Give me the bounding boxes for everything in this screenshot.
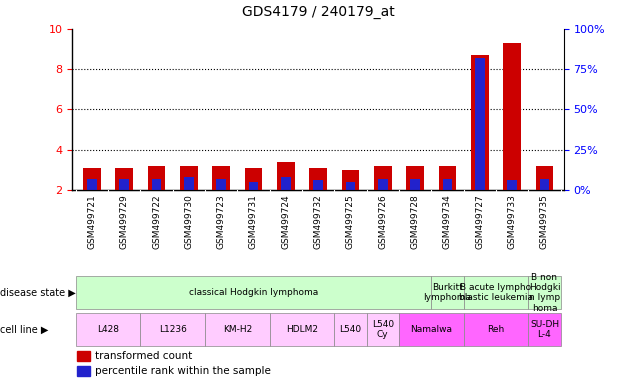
Bar xyxy=(399,313,464,346)
Bar xyxy=(281,177,290,190)
Bar xyxy=(346,182,355,190)
Bar xyxy=(536,166,553,190)
Text: GSM499723: GSM499723 xyxy=(217,194,226,249)
Text: GSM499731: GSM499731 xyxy=(249,194,258,249)
Bar xyxy=(464,313,529,346)
Bar xyxy=(119,179,129,190)
Bar xyxy=(410,179,420,190)
Bar xyxy=(205,313,270,346)
Text: GSM499726: GSM499726 xyxy=(378,194,387,249)
Text: Reh: Reh xyxy=(488,325,505,334)
Bar xyxy=(180,166,198,190)
Text: GSM499727: GSM499727 xyxy=(475,194,484,249)
Bar xyxy=(216,179,226,190)
Text: GSM499733: GSM499733 xyxy=(508,194,517,249)
Text: GSM499722: GSM499722 xyxy=(152,194,161,249)
Text: classical Hodgkin lymphoma: classical Hodgkin lymphoma xyxy=(189,288,318,297)
Bar xyxy=(309,168,327,190)
Text: L540: L540 xyxy=(340,325,362,334)
Text: disease state ▶: disease state ▶ xyxy=(0,288,76,298)
Bar xyxy=(529,276,561,309)
Text: Namalwa: Namalwa xyxy=(410,325,452,334)
Text: percentile rank within the sample: percentile rank within the sample xyxy=(94,366,270,376)
Text: GSM499732: GSM499732 xyxy=(314,194,323,249)
Bar xyxy=(76,276,432,309)
Bar xyxy=(335,313,367,346)
Text: GSM499735: GSM499735 xyxy=(540,194,549,249)
Text: GSM499725: GSM499725 xyxy=(346,194,355,249)
Bar xyxy=(503,43,521,190)
Bar xyxy=(367,313,399,346)
Bar xyxy=(87,179,97,190)
Bar xyxy=(432,276,464,309)
Text: B non
Hodgki
n lymp
homa: B non Hodgki n lymp homa xyxy=(529,273,560,313)
Bar xyxy=(313,180,323,190)
Bar xyxy=(378,179,387,190)
Text: B acute lympho
blastic leukemia: B acute lympho blastic leukemia xyxy=(459,283,533,303)
Bar xyxy=(475,58,484,190)
Text: GSM499724: GSM499724 xyxy=(282,194,290,249)
Bar xyxy=(77,351,89,361)
Text: GSM499721: GSM499721 xyxy=(88,194,96,249)
Bar xyxy=(77,366,89,376)
Bar xyxy=(539,179,549,190)
Text: L1236: L1236 xyxy=(159,325,186,334)
Bar xyxy=(76,313,140,346)
Text: L540
Cy: L540 Cy xyxy=(372,319,394,339)
Bar xyxy=(443,179,452,190)
Text: cell line ▶: cell line ▶ xyxy=(0,324,49,334)
Text: GSM499734: GSM499734 xyxy=(443,194,452,249)
Bar xyxy=(464,276,529,309)
Text: GDS4179 / 240179_at: GDS4179 / 240179_at xyxy=(242,5,394,19)
Bar xyxy=(507,180,517,190)
Bar xyxy=(152,179,161,190)
Text: HDLM2: HDLM2 xyxy=(286,325,318,334)
Text: Burkitt
lymphoma: Burkitt lymphoma xyxy=(423,283,471,303)
Bar xyxy=(83,168,101,190)
Bar xyxy=(184,177,193,190)
Text: transformed count: transformed count xyxy=(94,351,192,361)
Bar xyxy=(277,162,295,190)
Bar xyxy=(115,168,133,190)
Bar xyxy=(438,166,456,190)
Bar xyxy=(212,166,230,190)
Text: SU-DH
L-4: SU-DH L-4 xyxy=(530,319,559,339)
Bar xyxy=(270,313,335,346)
Bar xyxy=(341,170,359,190)
Bar xyxy=(249,182,258,190)
Text: GSM499730: GSM499730 xyxy=(185,194,193,249)
Bar xyxy=(244,168,262,190)
Text: KM-H2: KM-H2 xyxy=(222,325,252,334)
Bar xyxy=(140,313,205,346)
Bar xyxy=(529,313,561,346)
Text: GSM499729: GSM499729 xyxy=(120,194,129,249)
Text: GSM499728: GSM499728 xyxy=(411,194,420,249)
Bar xyxy=(374,166,392,190)
Text: L428: L428 xyxy=(97,325,119,334)
Bar xyxy=(147,166,166,190)
Bar xyxy=(406,166,424,190)
Bar xyxy=(471,55,489,190)
